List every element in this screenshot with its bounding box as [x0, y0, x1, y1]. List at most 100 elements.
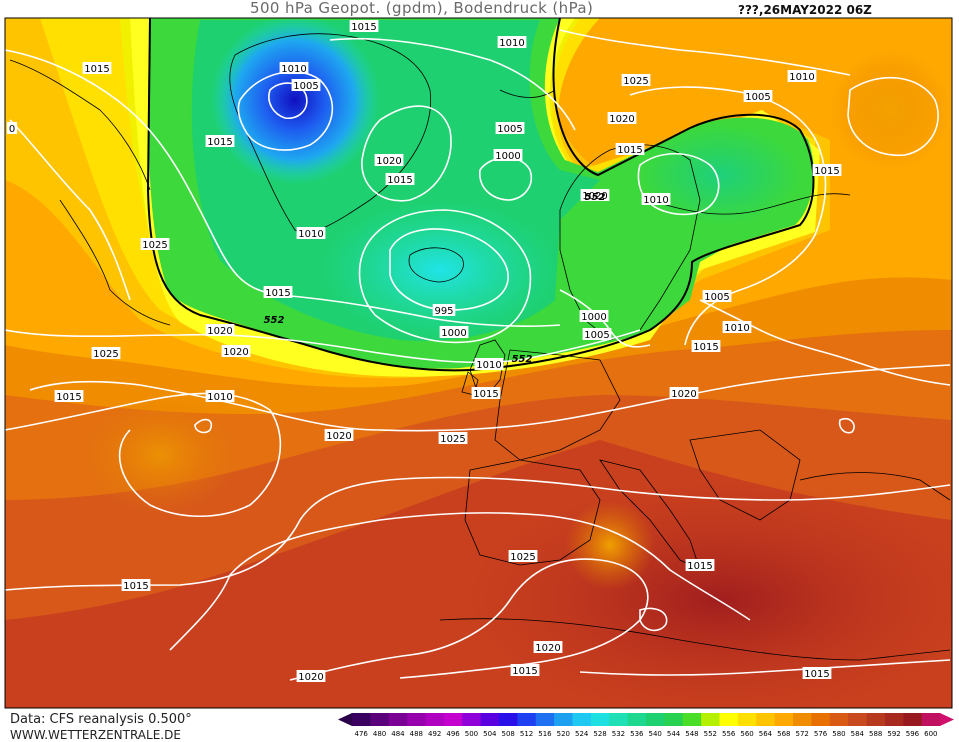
legend-arrow-high [940, 713, 954, 726]
legend-swatch [903, 713, 923, 726]
legend-tick: 532 [612, 730, 625, 738]
legend-tick: 588 [869, 730, 882, 738]
site-credit: WWW.WETTERZENTRALE.DE [10, 728, 181, 742]
legend-tick: 528 [593, 730, 606, 738]
legend-swatch [370, 713, 390, 726]
legend-tick: 584 [851, 730, 865, 738]
svg-text:1025: 1025 [510, 552, 535, 563]
legend-swatch [443, 713, 463, 726]
isobar-label: 1015 [121, 579, 151, 592]
isobar-label: 1005 [743, 90, 773, 103]
legend-tick: 564 [759, 730, 773, 738]
legend-swatch [535, 713, 555, 726]
legend-swatch [719, 713, 739, 726]
isobar-label: 1010 [205, 390, 235, 403]
svg-text:1015: 1015 [512, 666, 537, 677]
svg-text:1010: 1010 [643, 195, 668, 206]
svg-text:1025: 1025 [142, 240, 167, 251]
svg-text:995: 995 [434, 306, 453, 317]
isobar-label: 1020 [205, 324, 235, 337]
svg-text:1015: 1015 [56, 392, 81, 403]
legend-tick: 520 [557, 730, 570, 738]
legend-tick: 592 [887, 730, 900, 738]
legend-tick: 544 [667, 730, 681, 738]
isobar-label: 1010 [279, 62, 309, 75]
legend-tick: 496 [446, 730, 460, 738]
height-labels: 552 552 552 [264, 192, 606, 365]
svg-text:1010: 1010 [281, 64, 306, 75]
svg-text:1005: 1005 [293, 81, 318, 92]
legend-tick: 512 [520, 730, 533, 738]
svg-text:1015: 1015 [693, 342, 718, 353]
svg-text:1020: 1020 [671, 389, 696, 400]
legend-swatch [646, 713, 665, 726]
isobar-label: 1025 [140, 238, 170, 251]
isobar-label: 1015 [812, 164, 842, 177]
isobar-label: 1010 [641, 193, 671, 206]
color-scale-legend: 476 480 484 488 492 496 500 504 508 512 516 520 524 5… [338, 713, 954, 738]
height-label: 552 [585, 192, 606, 203]
svg-text:0: 0 [9, 124, 15, 135]
legend-tick: 500 [465, 730, 478, 738]
legend-tick: 516 [538, 730, 552, 738]
legend-tick: 524 [575, 730, 589, 738]
legend-tick: 484 [391, 730, 405, 738]
isobar-label: 1015 [615, 143, 645, 156]
isobar-label: 1000 [493, 149, 523, 162]
svg-text:1010: 1010 [207, 392, 232, 403]
legend-tick: 548 [685, 730, 698, 738]
isobar-label: 1010 [474, 358, 504, 371]
isobar-label: 1010 [722, 321, 752, 334]
isobar-label: 1005 [582, 328, 612, 341]
svg-text:1000: 1000 [495, 151, 520, 162]
legend-tick: 576 [814, 730, 828, 738]
map-frame [4, 17, 953, 709]
isobar-label: 0 [6, 122, 18, 135]
legend-tick: 488 [410, 730, 423, 738]
svg-text:1005: 1005 [745, 92, 770, 103]
svg-text:1015: 1015 [804, 669, 829, 680]
isobar-label: 1020 [580, 189, 610, 202]
isobar-label: 1015 [691, 340, 721, 353]
svg-text:1015: 1015 [687, 561, 712, 572]
isobar-label: 995 [432, 304, 456, 317]
legend-swatch [829, 713, 849, 726]
isobar-label: 1000 [439, 326, 469, 339]
svg-text:1005: 1005 [704, 292, 729, 303]
svg-text:1015: 1015 [617, 145, 642, 156]
svg-text:1015: 1015 [814, 166, 839, 177]
isobar-label: 1015 [471, 387, 501, 400]
svg-text:1010: 1010 [499, 38, 524, 49]
legend-tick: 476 [355, 730, 369, 738]
legend-tick: 580 [832, 730, 845, 738]
data-credit: Data: CFS reanalysis 0.500° [10, 712, 192, 727]
legend-tick: 600 [924, 730, 937, 738]
legend-swatch [811, 713, 831, 726]
legend-swatch [609, 713, 629, 726]
svg-text:1010: 1010 [789, 72, 814, 83]
legend-swatch [425, 713, 445, 726]
svg-text:1020: 1020 [207, 326, 232, 337]
legend-swatch [774, 713, 794, 726]
isobar-label: 1005 [291, 79, 321, 92]
svg-text:1020: 1020 [535, 643, 560, 654]
isobar-label: 1015 [385, 173, 415, 186]
legend-tick: 508 [502, 730, 515, 738]
legend-swatch [627, 713, 647, 726]
svg-text:1015: 1015 [473, 389, 498, 400]
isobar-label: 1020 [374, 154, 404, 167]
legend-swatch [590, 713, 610, 726]
map-title: 500 hPa Geopot. (gpdm), Bodendruck (hPa) [250, 0, 594, 17]
svg-text:1015: 1015 [123, 581, 148, 592]
svg-text:1025: 1025 [440, 434, 465, 445]
height-label: 552 [512, 354, 533, 365]
legend-tick: 572 [796, 730, 809, 738]
legend-swatch [480, 713, 500, 726]
height-label: 552 [264, 315, 285, 326]
legend-arrow-low [338, 713, 352, 726]
legend-tick: 596 [906, 730, 920, 738]
svg-text:1025: 1025 [93, 349, 118, 360]
height-contour-552 [146, 18, 815, 372]
legend-swatch [352, 713, 371, 726]
